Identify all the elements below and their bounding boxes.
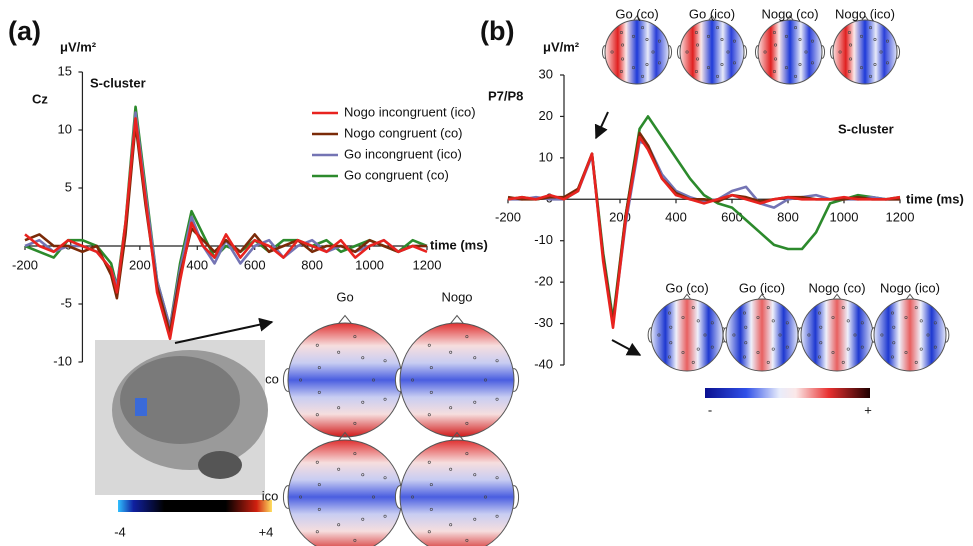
panel-label: (b)	[480, 16, 514, 46]
colorbar	[118, 500, 272, 512]
topomap-disc	[680, 20, 744, 84]
colorbar-label: -	[708, 402, 712, 417]
figure: (a) μV/m² time (ms) Cz S-cluster Go Nogo…	[0, 0, 973, 546]
topomap-disc	[801, 299, 873, 371]
topomap	[871, 294, 949, 371]
topomap-label: Nogo (ico)	[880, 280, 940, 295]
topomap-disc	[833, 20, 897, 84]
arrow	[596, 112, 608, 138]
x-tick-label: 1000	[355, 257, 384, 272]
colorbar-label: +4	[259, 524, 274, 539]
colorbar-label: +	[864, 402, 872, 417]
topomap-label: Nogo (ico)	[835, 6, 895, 21]
topomap	[283, 316, 406, 437]
topomap	[602, 16, 671, 84]
topomap-disc	[400, 323, 514, 437]
y-tick-label: -40	[534, 356, 553, 371]
x-tick-label: 400	[665, 209, 687, 224]
topomap-disc	[288, 440, 402, 546]
topomap	[755, 16, 824, 84]
legend-label: Go incongruent (ico)	[344, 146, 462, 161]
y-tick-label: -20	[534, 274, 553, 289]
topomap-disc	[651, 299, 723, 371]
y-tick-label: 5	[65, 179, 72, 194]
erp-line	[25, 113, 427, 328]
legend-label: Go congruent (co)	[344, 167, 449, 182]
topomap-disc	[288, 323, 402, 437]
annotation: S-cluster	[838, 121, 894, 136]
topomap-label: co	[265, 371, 279, 386]
y-axis-label: μV/m²	[543, 39, 580, 54]
topomap	[798, 294, 876, 371]
x-tick-label: 400	[186, 257, 208, 272]
topomap-disc	[874, 299, 946, 371]
x-tick-label: 800	[301, 257, 323, 272]
x-tick-label: 1000	[830, 209, 859, 224]
y-tick-label: 10	[539, 149, 553, 164]
annotation: S-cluster	[90, 75, 146, 90]
topomap	[283, 433, 406, 546]
colorbar-label: -4	[114, 524, 126, 539]
y-tick-label: -30	[534, 315, 553, 330]
y-tick-label: -10	[53, 353, 72, 368]
topomap-label: Go (ico)	[689, 6, 735, 21]
y-axis-label: μV/m²	[60, 39, 97, 54]
x-tick-label: 1200	[886, 209, 915, 224]
arrow	[175, 322, 272, 343]
x-tick-label: 600	[244, 257, 266, 272]
legend-label: Nogo incongruent (ico)	[344, 104, 476, 119]
annotation: P7/P8	[488, 88, 523, 103]
topomap-label: Nogo	[441, 289, 472, 304]
topomap	[830, 16, 899, 84]
topomap-label: Go (ico)	[739, 280, 785, 295]
x-tick-label: 1200	[413, 257, 442, 272]
y-tick-label: 10	[58, 121, 72, 136]
topomap	[677, 16, 746, 84]
arrow	[612, 340, 640, 355]
x-axis-label: time (ms)	[906, 191, 964, 206]
topomap-label: Nogo (co)	[761, 6, 818, 21]
topomap-label: Go	[336, 289, 353, 304]
x-tick-label: 800	[777, 209, 799, 224]
x-tick-label: -200	[495, 209, 521, 224]
erp-line	[508, 141, 900, 323]
y-tick-label: 20	[539, 108, 553, 123]
topomap-label: Go (co)	[615, 6, 658, 21]
y-tick-label: 30	[539, 66, 553, 81]
topomap	[395, 433, 518, 546]
x-tick-label: 600	[721, 209, 743, 224]
panel-label: (a)	[8, 16, 41, 46]
topomap-label: Go (co)	[665, 280, 708, 295]
y-tick-label: 15	[58, 63, 72, 78]
x-axis-label: time (ms)	[430, 237, 488, 252]
topomap-disc	[758, 20, 822, 84]
topomap-disc	[400, 440, 514, 546]
topomap	[648, 294, 726, 371]
y-tick-label: -5	[60, 295, 72, 310]
x-tick-label: -200	[12, 257, 38, 272]
topomap	[395, 316, 518, 437]
annotation: Cz	[32, 91, 48, 106]
brain-image	[95, 340, 268, 495]
topomap-label: Nogo (co)	[808, 280, 865, 295]
x-tick-label: 200	[129, 257, 151, 272]
topomap-disc	[726, 299, 798, 371]
topomap-label: ico	[262, 488, 279, 503]
legend-label: Nogo congruent (co)	[344, 125, 463, 140]
topomap	[723, 294, 801, 371]
y-tick-label: -10	[534, 232, 553, 247]
colorbar	[705, 388, 870, 398]
topomap-disc	[605, 20, 669, 84]
